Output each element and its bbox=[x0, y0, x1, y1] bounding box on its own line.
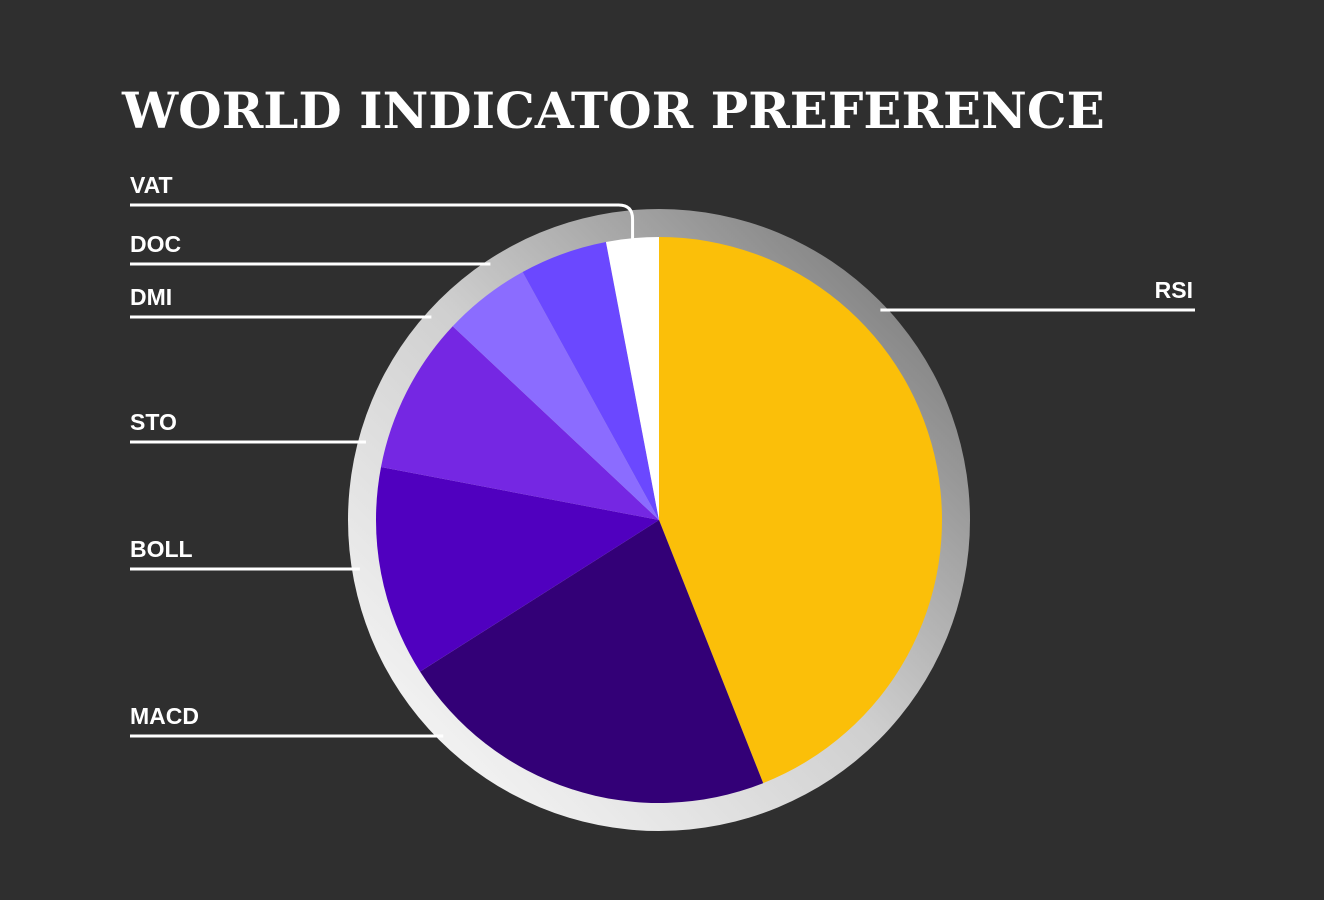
pie-slice bbox=[452, 272, 659, 520]
slices bbox=[376, 237, 943, 803]
pie-slice bbox=[522, 242, 659, 521]
slice-label: MACD bbox=[130, 703, 199, 729]
slice-label: BOLL bbox=[130, 536, 193, 562]
slice-label: DOC bbox=[130, 231, 181, 257]
slice-label: STO bbox=[130, 409, 177, 435]
pie-slice bbox=[381, 326, 659, 520]
pie-slice bbox=[376, 466, 659, 672]
slice-label: DMI bbox=[130, 284, 172, 310]
pie-slice bbox=[605, 237, 659, 520]
pie-slice bbox=[659, 237, 943, 784]
slice-label: VAT bbox=[130, 172, 173, 198]
labels: RSI MACD BOLL STO DMI DOC VAT bbox=[130, 172, 1195, 738]
chart-title: WORLD INDICATOR PREFERENCE bbox=[121, 81, 1105, 140]
leader-line bbox=[130, 203, 635, 241]
pie-slice bbox=[420, 520, 764, 803]
slice-label: RSI bbox=[1155, 277, 1193, 303]
